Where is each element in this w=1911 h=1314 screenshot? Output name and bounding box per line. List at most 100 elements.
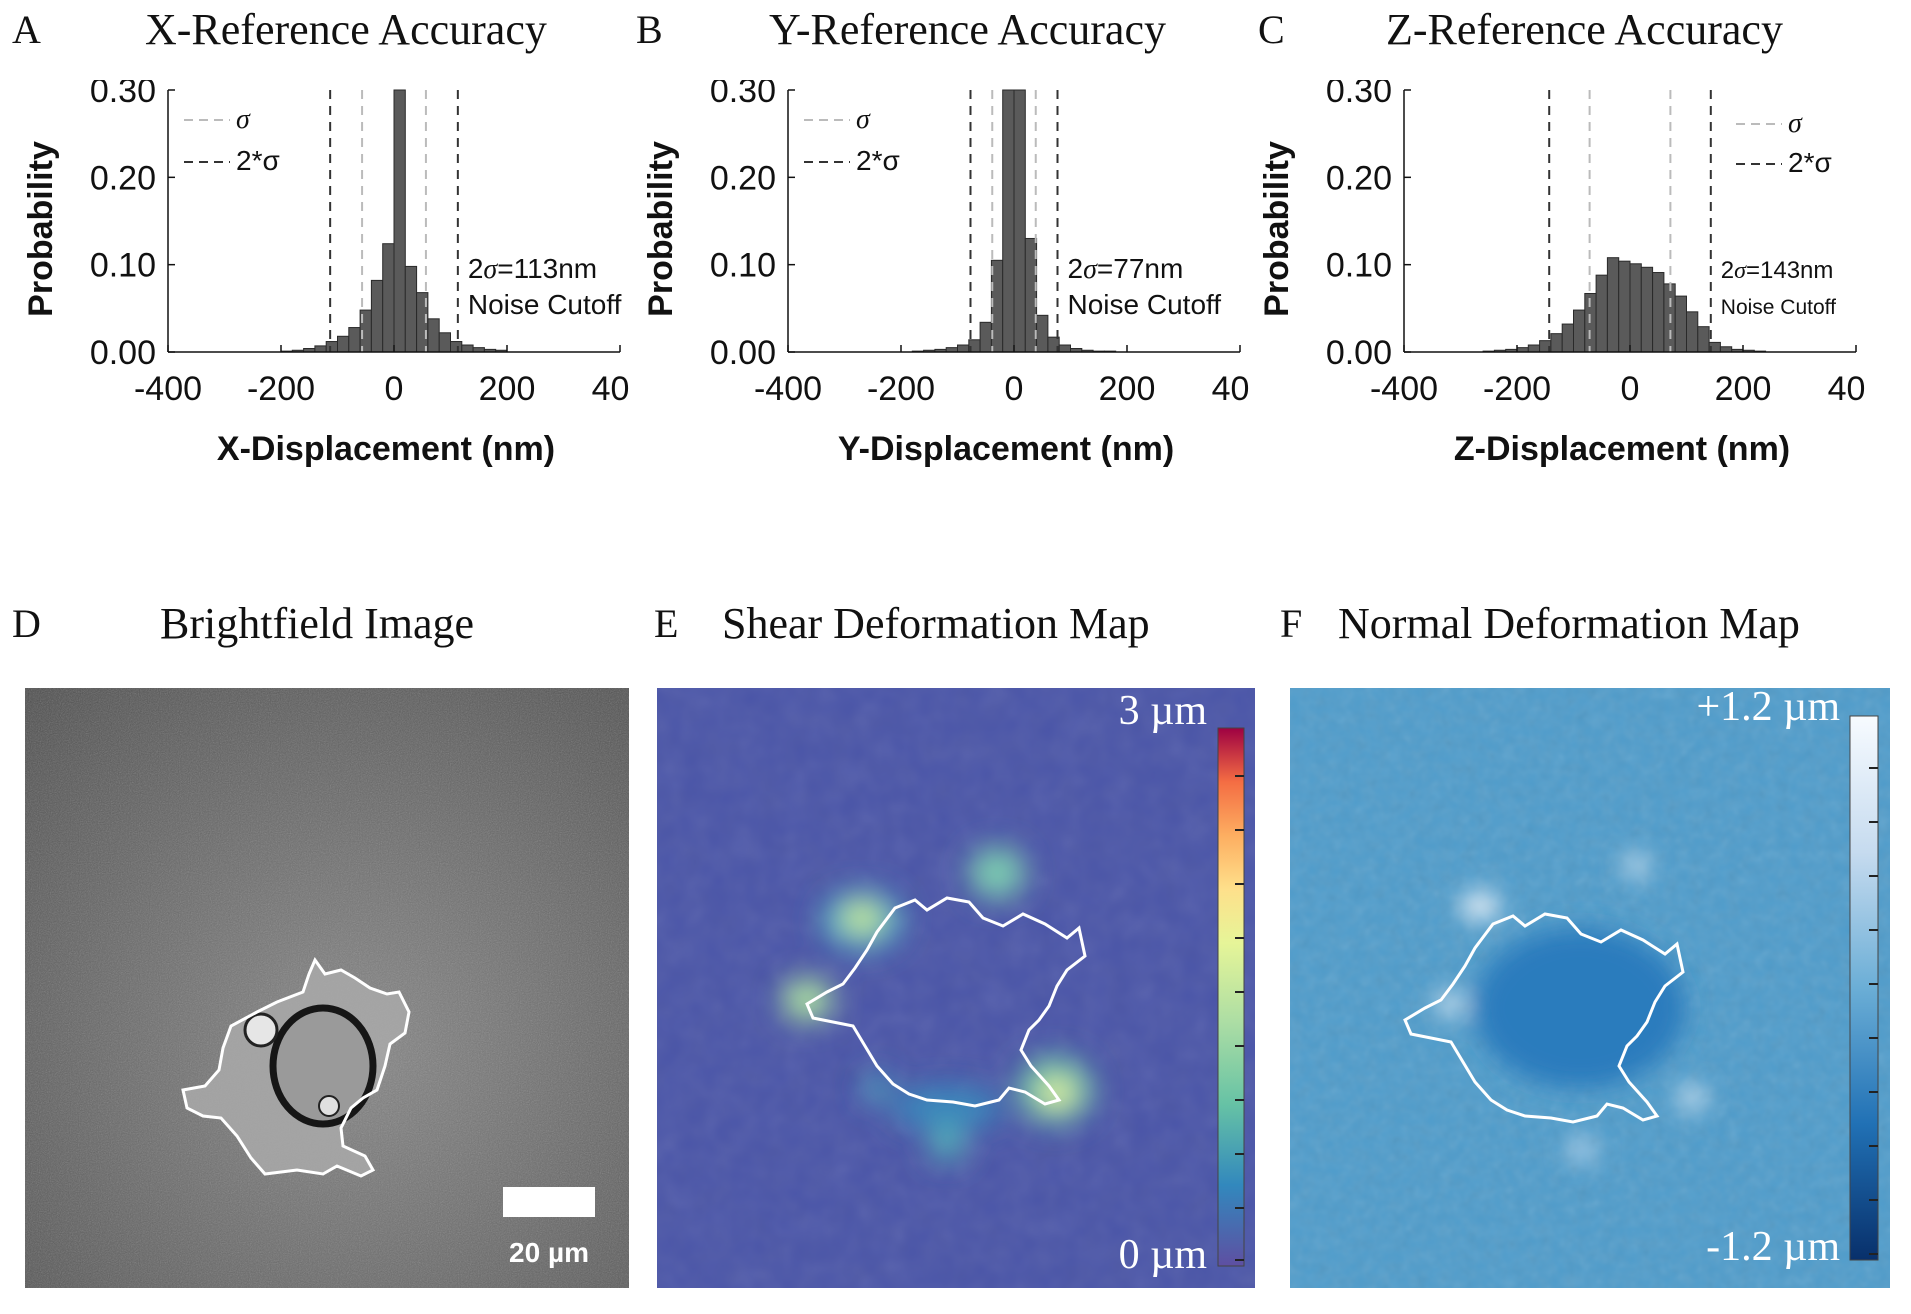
panel-c-letter: C xyxy=(1258,7,1285,52)
histogram-bar xyxy=(325,341,339,353)
histogram-bar xyxy=(1606,257,1620,353)
normal-deformation-map: +1.2 µm -1.2 µm xyxy=(1290,688,1890,1288)
scale-bar xyxy=(503,1187,595,1217)
x-tick-label: -200 xyxy=(1483,370,1551,408)
panel-d-letter: D xyxy=(12,601,41,646)
y-tick-label: 0.30 xyxy=(90,80,156,110)
panel-e-title: Shear Deformation Map xyxy=(722,599,1150,648)
panel-d-title: Brightfield Image xyxy=(160,599,475,648)
x-tick-label: -400 xyxy=(1370,370,1438,408)
shear-deformation-map: 3 µm 0 µm xyxy=(657,688,1255,1288)
cell-outline xyxy=(805,896,1087,1108)
histogram-bar xyxy=(348,327,361,353)
histogram-bar xyxy=(1550,333,1563,353)
histogram-bar xyxy=(1697,326,1710,353)
cell-nucleus xyxy=(269,1004,377,1128)
x-tick-label: 0 xyxy=(1621,370,1640,408)
histogram-bar xyxy=(1686,311,1699,353)
histogram-bar xyxy=(1719,346,1733,353)
shear-colorbar-ticks xyxy=(1235,775,1244,1261)
histogram-bar xyxy=(1595,274,1608,353)
histogram-b: 0.00 0.10 0.20 0.30 -400 -200 0 200 400 Y-Displac… xyxy=(642,80,1250,468)
panel-e-letter: E xyxy=(654,601,679,646)
annotation-two-sigma: 2σ=113nm xyxy=(468,253,597,285)
panel-a-title: X-Reference Accuracy xyxy=(145,5,547,54)
histogram-bar xyxy=(1674,295,1688,353)
cell-vesicle xyxy=(243,1012,279,1048)
histogram-bar xyxy=(1058,344,1072,353)
histogram-bar xyxy=(370,279,384,353)
histogram-bar xyxy=(1629,263,1642,353)
panel-c-title: Z-Reference Accuracy xyxy=(1386,5,1783,54)
annotation-noise-cutoff: Noise Cutoff xyxy=(468,289,622,320)
normal-colorbar xyxy=(1849,715,1879,1261)
panel-b-letter: B xyxy=(636,7,663,52)
histogram-bar xyxy=(461,344,474,353)
y-axis-label: Probability xyxy=(22,141,60,317)
legend-two-sigma-label: 2*σ xyxy=(856,145,900,176)
y-tick-label: 0.20 xyxy=(1326,159,1392,197)
legend-sigma-label: σ xyxy=(856,104,871,135)
histogram-bar xyxy=(427,318,440,353)
x-axis-label: X-Displacement (nm) xyxy=(217,430,555,468)
y-tick-label: 0.00 xyxy=(1326,334,1392,372)
shear-colorbar xyxy=(1217,727,1245,1267)
x-tick-label: 200 xyxy=(1715,370,1772,408)
cell-outline xyxy=(181,956,411,1178)
x-axis-label: Z-Displacement (nm) xyxy=(1454,430,1790,468)
x-axis-label: Y-Displacement (nm) xyxy=(838,430,1174,468)
histogram-bar xyxy=(450,341,463,353)
annotation-two-sigma: 2σ=77nm xyxy=(1068,253,1184,285)
histogram-bar xyxy=(382,243,395,353)
panel-f-letter: F xyxy=(1280,601,1303,646)
y-tick-label: 0.20 xyxy=(710,159,776,197)
x-tick-label: 200 xyxy=(1099,370,1156,408)
normal-colorbar-min-label: -1.2 µm xyxy=(1706,1224,1840,1270)
x-tick-label: -400 xyxy=(754,370,822,408)
x-tick-label: 0 xyxy=(385,370,404,408)
histogram-bar xyxy=(1527,344,1541,353)
scale-bar-label: 20 µm xyxy=(509,1237,589,1268)
histogram-a: 0.00 0.10 0.20 0.30 -400 -200 0 200 400 X-Displac… xyxy=(22,80,630,468)
x-tick-label: 0 xyxy=(1005,370,1024,408)
histogram-bar xyxy=(1036,314,1049,353)
legend-sigma-label: σ xyxy=(236,104,251,135)
histogram-bar xyxy=(404,265,418,353)
y-tick-label: 0.00 xyxy=(90,334,156,372)
legend-two-sigma-label: 2*σ xyxy=(236,145,280,176)
histogram-bar xyxy=(1013,89,1026,353)
y-axis-label: Probability xyxy=(642,141,680,317)
shear-colorbar-min-label: 0 µm xyxy=(1119,1232,1208,1278)
histogram-bar xyxy=(337,335,350,353)
panel-a-letter: A xyxy=(12,7,41,52)
brightfield-image: 20 µm xyxy=(25,688,629,1288)
histogram-bar xyxy=(314,345,327,353)
x-tick-label: 400 xyxy=(1828,370,1866,408)
panel-b-title: Y-Reference Accuracy xyxy=(769,5,1166,54)
legend-sigma-label: σ xyxy=(1788,108,1803,139)
cell-outline xyxy=(1403,912,1685,1124)
x-tick-label: 400 xyxy=(592,370,630,408)
x-tick-label: -200 xyxy=(247,370,315,408)
histogram-bar xyxy=(393,89,406,353)
annotation-noise-cutoff: Noise Cutoff xyxy=(1721,296,1836,319)
annotation-two-sigma: 2σ=143nm xyxy=(1721,257,1834,284)
y-tick-label: 0.30 xyxy=(710,80,776,110)
normal-colorbar-ticks xyxy=(1869,767,1878,1255)
y-tick-label: 0.10 xyxy=(1326,247,1392,285)
y-axis-label: Probability xyxy=(1258,141,1296,317)
histogram-bar xyxy=(957,344,970,353)
x-tick-label: -400 xyxy=(134,370,202,408)
panel-f-title: Normal Deformation Map xyxy=(1338,599,1800,648)
histogram-c: 0.00 0.10 0.20 0.30 -400 -200 0 200 400 Z-Displac… xyxy=(1258,80,1866,468)
y-tick-label: 0.30 xyxy=(1326,80,1392,110)
y-tick-label: 0.10 xyxy=(90,247,156,285)
x-tick-label: 200 xyxy=(479,370,536,408)
y-tick-label: 0.00 xyxy=(710,334,776,372)
annotation-noise-cutoff: Noise Cutoff xyxy=(1068,289,1222,320)
legend-two-sigma-label: 2*σ xyxy=(1788,147,1832,178)
histogram-bar xyxy=(1640,266,1654,353)
histogram-bar xyxy=(1002,89,1015,353)
histogram-bar xyxy=(1561,323,1575,353)
cell-vesicle xyxy=(318,1095,340,1117)
